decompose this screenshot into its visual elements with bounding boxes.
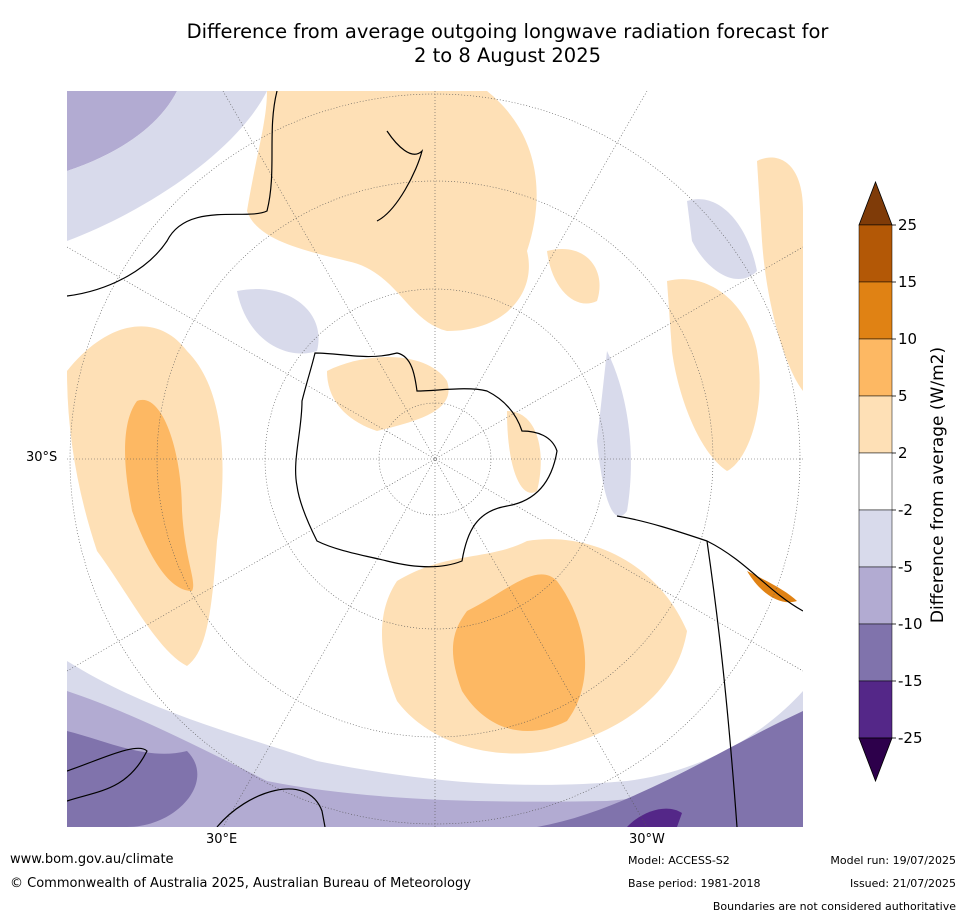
pos-region-antarctic [327, 357, 449, 431]
antarctica-coastline [295, 352, 558, 568]
lon-label-30w: 30°W [629, 832, 665, 847]
disclaimer: Boundaries are not considered authoritat… [712, 900, 956, 913]
colorbar-tick-label: -10 [898, 615, 923, 633]
colorbar-segment [858, 395, 893, 454]
meridian-2 [222, 91, 648, 827]
lat-label-30s: 30°S [26, 450, 58, 465]
colorbar-tick-label: 15 [898, 273, 917, 291]
neg-region-east-band [597, 351, 631, 517]
neg-region-southeast-darkest [627, 808, 682, 827]
colorbar-segment [858, 452, 893, 511]
positive-anomaly-regions [67, 91, 803, 754]
title-line-2: 2 to 8 August 2025 [413, 44, 602, 67]
colorbar-segment [858, 224, 893, 283]
website-link[interactable]: www.bom.gov.au/climate [10, 852, 174, 867]
new-zealand-coastline [376, 130, 424, 222]
neg-region-south [67, 691, 803, 827]
africa-coastline [67, 747, 148, 802]
pos-region-far-east [757, 157, 803, 391]
colorbar-tick-label: -2 [898, 501, 913, 519]
title-line-1: Difference from average outgoing longwav… [186, 20, 829, 43]
graticule [67, 91, 803, 827]
pos-region-west-core [125, 399, 194, 591]
colorbar-segment [858, 281, 893, 340]
pos-region-south-atlantic-core [452, 574, 586, 731]
neg-region-north-small [237, 289, 319, 354]
colorbar-arrow-lower [858, 737, 893, 783]
neg-region-southwest-dark [67, 731, 198, 827]
colorbar-tick-label: -5 [898, 558, 913, 576]
model-name: Model: ACCESS-S2 [628, 854, 730, 867]
colorbar-tick-label: 2 [898, 444, 908, 462]
neg-region-southeast-dark [537, 711, 803, 827]
neg-region-northeast [687, 199, 757, 280]
colorbar: 25 15 10 5 2 -2 -5 -10 -15 -25 [858, 180, 923, 783]
polar-map [67, 91, 803, 827]
meridian-3 [67, 246, 803, 672]
coastlines [67, 91, 803, 827]
colorbar-tick-label: 10 [898, 330, 917, 348]
colorbar-segment [858, 509, 893, 568]
colorbar-tick-label: 25 [898, 216, 917, 234]
lon-label-30e: 30°E [206, 832, 238, 847]
model-run-date: Model run: 19/07/2025 [830, 854, 956, 867]
colorbar-segment [858, 566, 893, 625]
copyright-text: © Commonwealth of Australia 2025, Austra… [10, 876, 471, 891]
australia-coastline [67, 91, 278, 297]
colorbar-tick-label: -25 [898, 729, 923, 747]
colorbar-tick-label: 5 [898, 387, 908, 405]
meridian-4 [67, 246, 803, 672]
madagascar-coastline [216, 788, 326, 827]
meridian-1 [222, 91, 648, 827]
map-title: Difference from average outgoing longwav… [0, 20, 965, 68]
negative-anomaly-regions [67, 91, 803, 827]
colorbar-segment [858, 680, 893, 739]
neg-region-topleft [67, 91, 177, 171]
colorbar-segment [858, 338, 893, 397]
issued-date: Issued: 21/07/2025 [849, 877, 956, 890]
colorbar-label: Difference from average (W/m2) [928, 346, 948, 624]
colorbar-segment [858, 623, 893, 682]
pos-region-east [667, 279, 760, 471]
pos-region-north [247, 91, 537, 331]
pos-region-small [547, 249, 600, 304]
colorbar-arrow-upper [858, 180, 893, 226]
colorbar-tick-label: -15 [898, 672, 923, 690]
south-america-east-coastline [706, 540, 738, 827]
neg-region-topleft-light [67, 91, 267, 241]
base-period: Base period: 1981-2018 [628, 877, 761, 890]
